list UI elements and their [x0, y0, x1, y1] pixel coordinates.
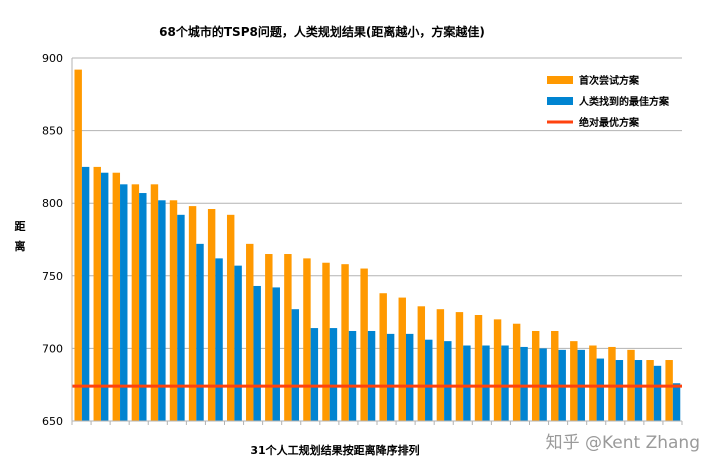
bar-first-attempt	[608, 346, 616, 421]
bar-best-found	[520, 346, 528, 421]
y-tick-label: 750	[42, 270, 63, 283]
legend-label: 绝对最优方案	[579, 116, 640, 129]
bar-first-attempt	[246, 243, 254, 421]
bars	[74, 69, 681, 422]
bar-best-found	[329, 328, 338, 421]
y-tick-label: 700	[42, 342, 63, 355]
bar-first-attempt	[131, 184, 140, 421]
bar-best-found	[615, 360, 624, 421]
bar-first-attempt	[93, 166, 101, 421]
bar-best-found	[405, 333, 414, 421]
bar-best-found	[253, 285, 261, 421]
y-tick-label: 850	[42, 125, 63, 138]
legend-label: 首次尝试方案	[579, 74, 640, 87]
y-tick-label: 900	[42, 52, 63, 65]
bar-first-attempt	[150, 184, 159, 421]
bar-best-found	[100, 172, 109, 421]
bar-best-found	[234, 265, 242, 421]
bar-best-found	[501, 345, 509, 421]
y-axis-ticks: 900 850 800 750 700 650	[42, 52, 63, 428]
y-tick-label: 650	[42, 415, 63, 428]
bar-best-found	[672, 383, 681, 421]
bar-first-attempt	[436, 309, 445, 421]
bar-best-found	[425, 339, 433, 421]
bar-first-attempt	[551, 330, 559, 421]
bar-best-found	[177, 214, 185, 421]
bar-first-attempt	[531, 330, 540, 421]
bar-first-attempt	[207, 209, 216, 421]
bar-first-attempt	[322, 262, 330, 421]
bar-first-attempt	[226, 214, 235, 421]
bar-first-attempt	[265, 254, 273, 421]
x-axis-label: 31个人工规划结果按距离降序排列	[250, 443, 419, 457]
bar-best-found	[482, 345, 490, 421]
chart-title: 68个城市的TSP8问题，人类规划结果(距离越小，方案越佳)	[159, 24, 485, 39]
bar-first-attempt	[284, 254, 292, 421]
bar-first-attempt	[379, 293, 387, 421]
watermark: 知乎 @Kent Zhang	[546, 433, 700, 453]
bar-best-found	[444, 341, 452, 421]
bar-best-found	[291, 309, 300, 421]
bar-best-found	[120, 184, 128, 421]
bar-best-found	[139, 193, 147, 421]
bar-first-attempt	[360, 268, 368, 421]
bar-first-attempt	[188, 206, 197, 421]
bar-first-attempt	[570, 341, 578, 421]
bar-first-attempt	[417, 306, 426, 421]
bar-best-found	[310, 328, 319, 421]
bar-best-found	[272, 287, 280, 421]
bar-first-attempt	[398, 297, 406, 421]
bar-best-found	[348, 330, 357, 421]
bar-first-attempt	[303, 258, 311, 421]
legend-label: 人类找到的最佳方案	[579, 95, 670, 108]
bar-first-attempt	[493, 319, 502, 421]
bar-best-found	[463, 345, 471, 421]
bar-first-attempt	[646, 360, 654, 421]
legend-swatch	[547, 97, 573, 105]
legend-swatch	[547, 76, 573, 84]
axes	[71, 58, 683, 425]
y-axis-label-char-2: 离	[15, 239, 26, 253]
bar-first-attempt	[112, 172, 121, 421]
bar-first-attempt	[589, 345, 597, 421]
y-tick-label: 800	[42, 197, 63, 210]
bar-first-attempt	[512, 323, 521, 421]
bar-best-found	[158, 200, 166, 421]
bar-best-found	[653, 365, 662, 421]
bar-first-attempt	[341, 264, 349, 421]
bar-best-found	[634, 360, 643, 421]
bar-first-attempt	[474, 315, 483, 421]
bar-first-attempt	[455, 312, 464, 421]
bar-best-found	[367, 330, 376, 421]
bar-best-found	[196, 243, 204, 421]
bar-best-found	[386, 333, 395, 421]
bar-best-found	[215, 258, 223, 421]
bar-first-attempt	[74, 69, 82, 422]
y-axis-label-char-1: 距	[15, 220, 26, 233]
bar-first-attempt	[665, 360, 673, 421]
bar-best-found	[81, 166, 90, 421]
bar-first-attempt	[169, 200, 178, 421]
bar-best-found	[596, 358, 605, 421]
